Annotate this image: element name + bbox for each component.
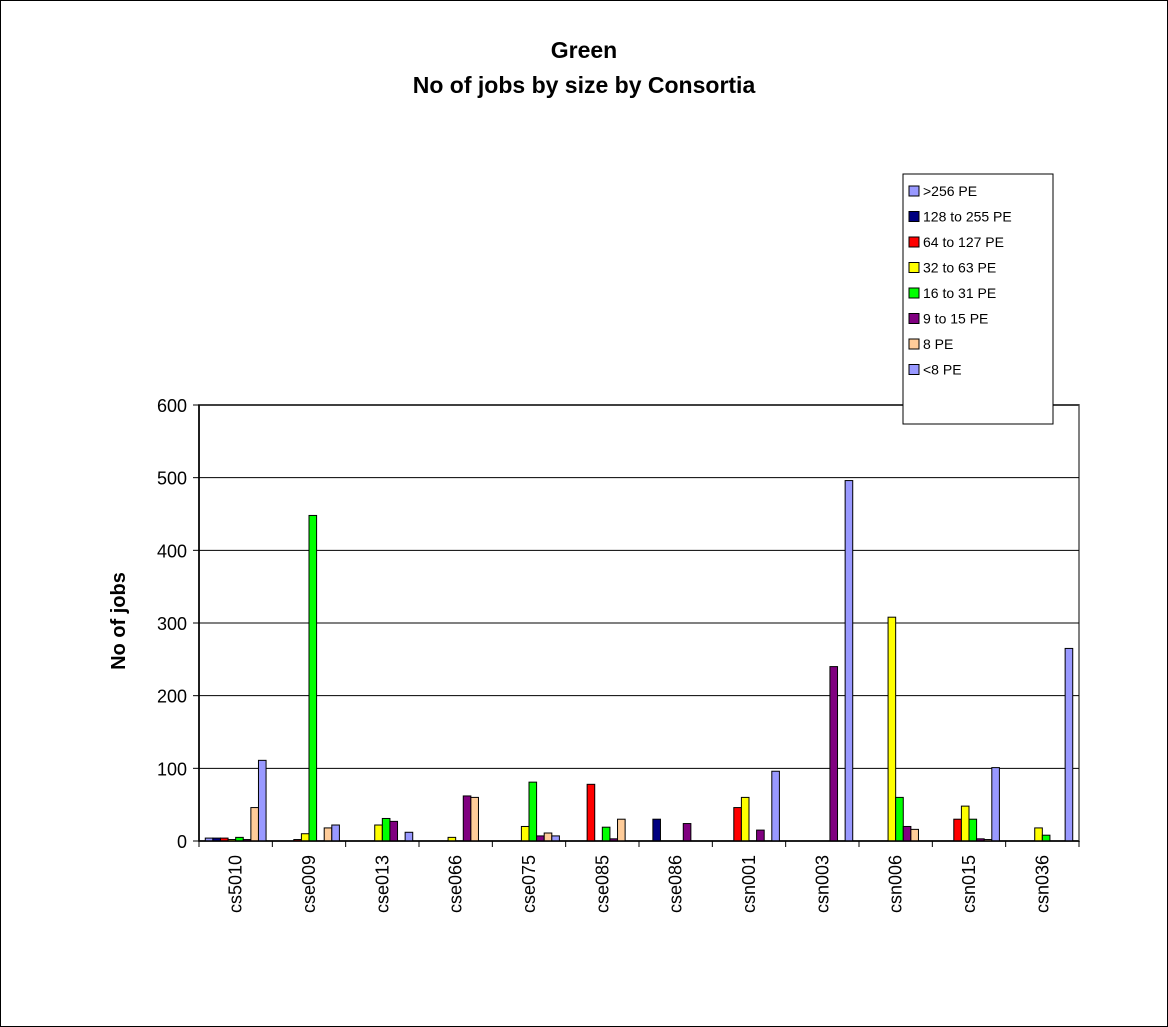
- x-tick-label: csn003: [812, 855, 832, 913]
- legend-swatch: [908, 236, 920, 248]
- x-tick-label: cse013: [372, 855, 392, 913]
- x-tick-label: csn006: [886, 855, 906, 913]
- bar: [300, 833, 310, 842]
- bar: [520, 825, 530, 842]
- bar: [895, 796, 904, 842]
- legend-label: 128 to 255 PE: [923, 209, 1012, 225]
- x-tick-label: csn015: [959, 855, 979, 913]
- bar: [1034, 827, 1043, 842]
- bar: [953, 818, 962, 842]
- bar: [887, 616, 897, 842]
- legend-swatch: [908, 287, 920, 299]
- y-axis-label: No of jobs: [108, 572, 130, 670]
- bar: [536, 835, 545, 842]
- bar: [652, 818, 661, 842]
- legend-label: <8 PE: [923, 362, 962, 378]
- bars: [204, 480, 1074, 842]
- legend-label: 9 to 15 PE: [923, 311, 988, 327]
- bar: [740, 796, 750, 842]
- x-tick-label: cse085: [592, 855, 612, 913]
- bar: [374, 824, 383, 842]
- bar: [733, 807, 742, 842]
- x-tick-label: cse075: [519, 855, 539, 913]
- bar: [323, 827, 333, 842]
- x-tick-label: cse066: [446, 855, 466, 913]
- y-tick-label: 300: [157, 614, 187, 634]
- y-tick-label: 500: [157, 469, 187, 489]
- bar: [682, 823, 692, 842]
- legend-swatch: [908, 364, 920, 375]
- bar: [960, 805, 970, 842]
- legend-swatch: [908, 211, 920, 222]
- chart-title: Green: [551, 37, 617, 63]
- legend-label: 32 to 63 PE: [923, 260, 996, 276]
- bar: [601, 826, 611, 842]
- bar: [470, 796, 479, 842]
- bar: [617, 818, 626, 842]
- x-tick-label: cse086: [666, 855, 686, 913]
- y-tick-label: 0: [177, 832, 187, 852]
- bar: [586, 783, 596, 842]
- axes: [193, 404, 1080, 847]
- bar: [991, 767, 1000, 842]
- legend-label: >256 PE: [923, 183, 977, 199]
- gridlines: [198, 404, 1080, 842]
- x-tick-label: csn036: [1032, 855, 1052, 913]
- legend-swatch: [908, 262, 920, 273]
- bar: [910, 828, 919, 842]
- bar: [528, 781, 538, 842]
- bar: [756, 829, 765, 842]
- y-tick-label: 100: [157, 759, 187, 779]
- bar: [968, 818, 978, 842]
- bar: [543, 832, 553, 842]
- legend-swatch: [908, 313, 920, 324]
- legend-label: 16 to 31 PE: [923, 285, 996, 301]
- legend-label: 8 PE: [923, 336, 953, 352]
- bar: [308, 514, 318, 842]
- bar: [250, 807, 259, 842]
- bar: [381, 817, 391, 842]
- x-tick-label: cs5010: [226, 855, 246, 913]
- bar: [257, 759, 267, 842]
- x-tick-label: cse009: [299, 855, 319, 913]
- legend: >256 PE 128 to 255 PE 64 to 127 PE 32 to 63…: [902, 173, 1054, 425]
- legend-swatch: [908, 185, 920, 197]
- bar: [462, 795, 472, 842]
- bar: [829, 666, 839, 842]
- x-tick-label: csn001: [739, 855, 759, 913]
- y-tick-label: 200: [157, 687, 187, 707]
- legend-box: [902, 173, 1054, 425]
- bar: [389, 820, 399, 842]
- bar: [771, 770, 780, 842]
- chart-subtitle: No of jobs by size by Consortia: [413, 72, 756, 98]
- bar: [551, 835, 560, 842]
- legend-swatch: [908, 338, 920, 350]
- bar: [1041, 834, 1051, 842]
- bar: [902, 825, 912, 842]
- bar: [1064, 647, 1074, 842]
- bar: [404, 831, 414, 842]
- y-tick-label: 600: [157, 396, 187, 416]
- bar: [844, 480, 854, 842]
- y-tick-label: 400: [157, 541, 187, 561]
- bar: [331, 824, 340, 842]
- tick-labels: 0 100 200 300 400 500 600 cs5010 cse009 cse013 cse…: [157, 396, 1052, 913]
- legend-label: 64 to 127 PE: [923, 234, 1004, 250]
